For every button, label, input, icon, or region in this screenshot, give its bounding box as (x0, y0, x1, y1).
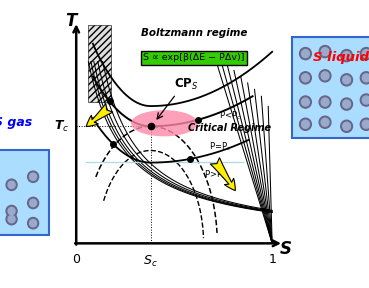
Circle shape (362, 120, 369, 128)
Circle shape (301, 74, 309, 82)
Text: Critical Regime: Critical Regime (188, 123, 271, 133)
Circle shape (343, 52, 351, 60)
Circle shape (360, 94, 369, 106)
Text: S: S (280, 240, 292, 258)
Circle shape (321, 48, 329, 56)
Circle shape (8, 215, 15, 223)
Circle shape (30, 199, 37, 206)
Polygon shape (88, 25, 110, 102)
Text: 0: 0 (72, 253, 80, 266)
Circle shape (341, 50, 352, 62)
Circle shape (360, 48, 369, 60)
Text: Boltzmann regime: Boltzmann regime (141, 29, 247, 38)
Circle shape (30, 219, 37, 227)
Circle shape (360, 118, 369, 130)
Text: S ∝ exp[β(ΔE − PΔv)]: S ∝ exp[β(ΔE − PΔv)] (143, 53, 245, 62)
Circle shape (301, 50, 309, 58)
Circle shape (321, 98, 329, 106)
Circle shape (301, 120, 309, 128)
Circle shape (300, 118, 311, 130)
Circle shape (321, 118, 329, 126)
Text: 1: 1 (268, 253, 276, 266)
Circle shape (8, 181, 15, 188)
Text: P>P$_c$: P>P$_c$ (204, 168, 226, 181)
Circle shape (8, 207, 15, 215)
Circle shape (319, 116, 331, 128)
Circle shape (28, 217, 39, 229)
Circle shape (362, 50, 369, 58)
Circle shape (300, 72, 311, 84)
Circle shape (360, 72, 369, 84)
Circle shape (319, 70, 331, 82)
Text: S liquid: S liquid (313, 51, 369, 64)
Circle shape (343, 100, 351, 108)
Circle shape (301, 98, 309, 106)
Circle shape (319, 46, 331, 58)
Circle shape (341, 98, 352, 110)
Circle shape (300, 48, 311, 60)
Text: P<P$_c$: P<P$_c$ (219, 110, 242, 122)
Circle shape (28, 171, 39, 182)
Text: S$_c$: S$_c$ (143, 253, 158, 268)
Circle shape (300, 96, 311, 108)
Circle shape (343, 76, 351, 84)
Circle shape (6, 179, 17, 190)
Circle shape (6, 205, 17, 217)
Circle shape (341, 120, 352, 132)
Circle shape (321, 72, 329, 80)
Ellipse shape (131, 110, 198, 137)
Circle shape (28, 197, 39, 209)
Text: T$_c$: T$_c$ (54, 119, 69, 134)
Circle shape (30, 173, 37, 180)
Circle shape (362, 96, 369, 104)
Circle shape (362, 74, 369, 82)
Text: P=P$_c$: P=P$_c$ (210, 140, 232, 153)
Text: S gas: S gas (0, 116, 32, 129)
Circle shape (343, 122, 351, 130)
Bar (0, 151, 49, 235)
Text: CP$_S$: CP$_S$ (174, 77, 199, 92)
Circle shape (319, 96, 331, 108)
Circle shape (341, 74, 352, 86)
Circle shape (6, 213, 17, 225)
Text: T: T (66, 12, 77, 30)
Bar (292, 37, 369, 139)
